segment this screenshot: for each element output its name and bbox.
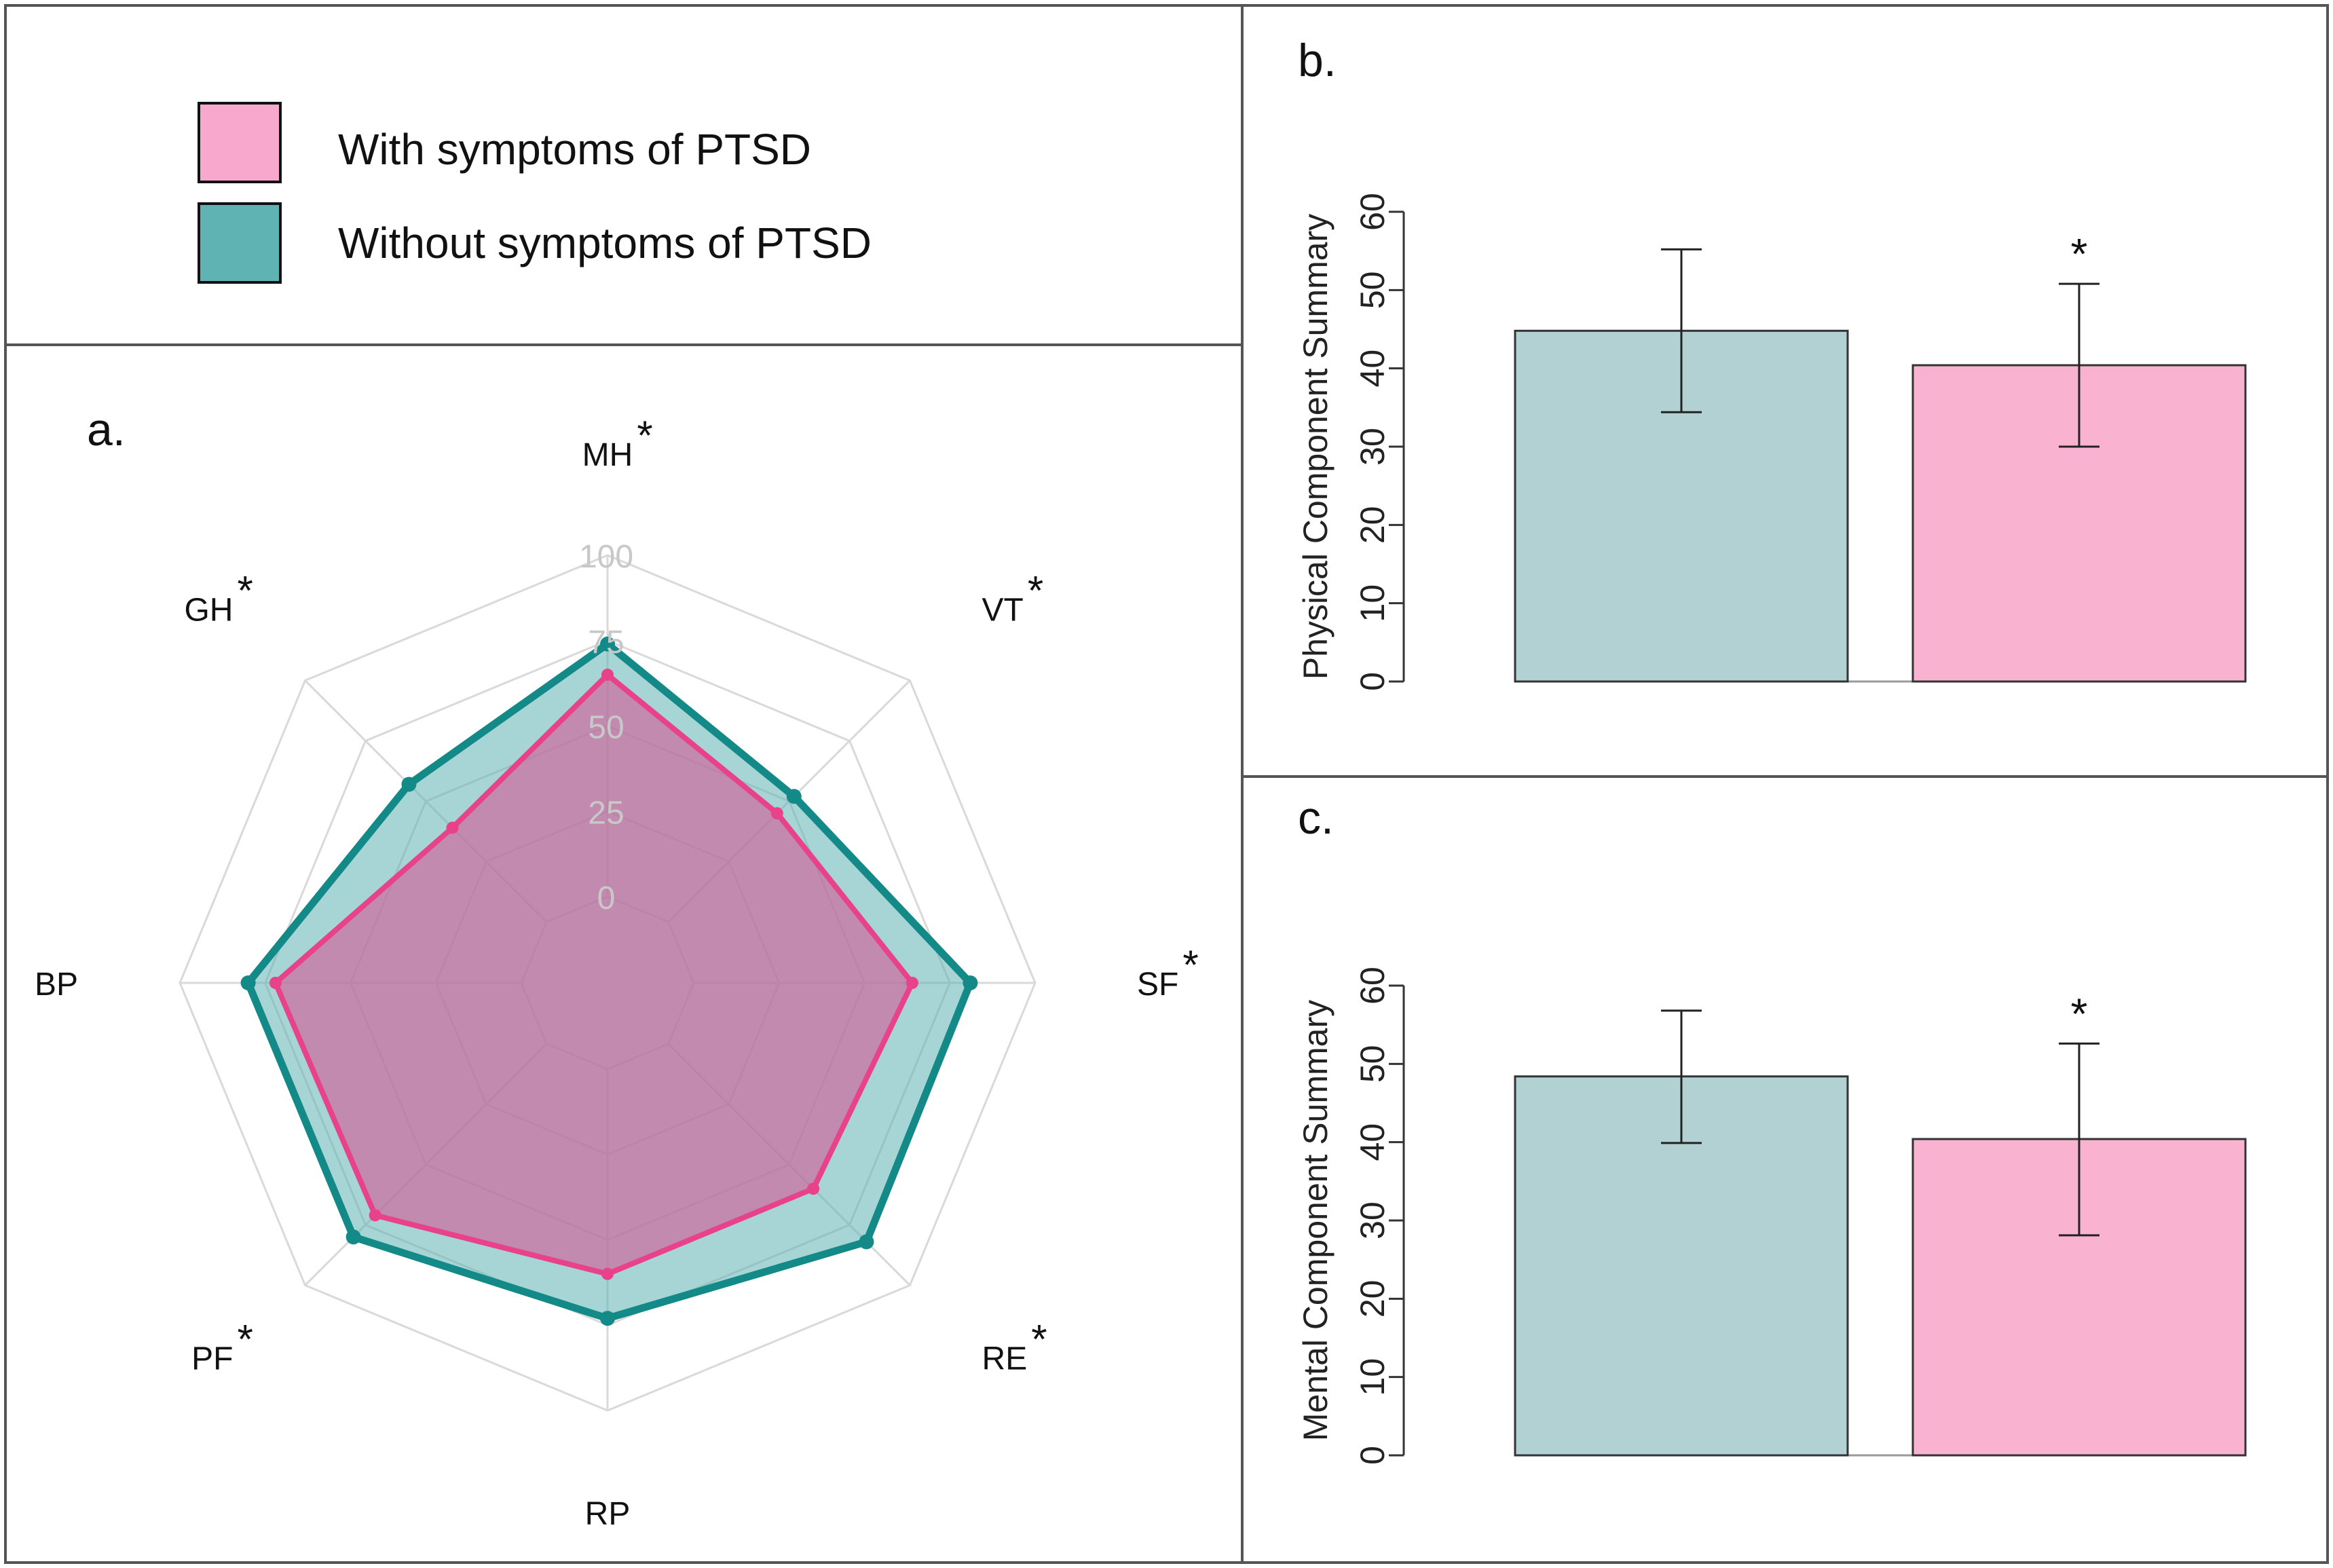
panel-label-a: a. bbox=[87, 404, 126, 455]
y-tick-label: 10 bbox=[1354, 584, 1392, 622]
y-tick-label: 50 bbox=[1354, 272, 1392, 310]
radar-tick-label: 50 bbox=[588, 710, 624, 746]
y-tick-label: 20 bbox=[1354, 1280, 1392, 1318]
radar-point-no-ptsd bbox=[859, 1234, 874, 1250]
radar-axis-label: GH bbox=[184, 592, 233, 628]
y-tick-label: 10 bbox=[1354, 1358, 1392, 1396]
legend-swatch-ptsd bbox=[198, 102, 282, 183]
radar-point-ptsd bbox=[807, 1182, 820, 1195]
radar-tick-label: 0 bbox=[597, 880, 616, 916]
radar-tick-labels: 0 25 50 75 100 bbox=[579, 539, 633, 916]
y-tick-label: 60 bbox=[1354, 193, 1392, 231]
radar-significance-marker: * bbox=[1028, 567, 1043, 613]
radar-point-ptsd bbox=[269, 977, 282, 989]
significance-marker: * bbox=[2071, 229, 2088, 278]
y-tick-label: 30 bbox=[1354, 1201, 1392, 1239]
y-tick-label: 20 bbox=[1354, 506, 1392, 544]
legend-swatch-no-ptsd bbox=[198, 202, 282, 284]
legend-label-ptsd: With symptoms of PTSD bbox=[338, 125, 811, 174]
radar-axis-label: VT bbox=[982, 592, 1024, 628]
radar-series-ptsd bbox=[269, 669, 918, 1280]
outer-frame bbox=[4, 4, 2329, 1564]
radar-point-no-ptsd bbox=[786, 789, 802, 804]
legend-label-no-ptsd: Without symptoms of PTSD bbox=[338, 219, 872, 267]
radar-point-no-ptsd bbox=[240, 975, 256, 990]
radar-significance-marker: * bbox=[637, 413, 652, 458]
radar-tick-label: 100 bbox=[579, 539, 633, 575]
y-tick-label: 40 bbox=[1354, 350, 1392, 388]
panel-label-c: c. bbox=[1298, 792, 1334, 844]
radar-tick-label: 75 bbox=[588, 624, 624, 660]
bar-chart-physical: b. 0 10 20 30 40 50 60 Physical Component Summa… bbox=[1296, 35, 2247, 691]
radar-axis-label: SF bbox=[1137, 967, 1178, 1003]
radar-point-no-ptsd bbox=[401, 777, 417, 792]
radar-point-ptsd bbox=[601, 1267, 614, 1280]
radar-axis-label: MH bbox=[582, 437, 633, 473]
y-tick-label: 60 bbox=[1354, 967, 1392, 1005]
radar-point-no-ptsd bbox=[600, 636, 615, 652]
radar-point-ptsd bbox=[369, 1209, 381, 1222]
bar-chart-mental: c. 0 10 20 30 40 50 60 Mental Component Summary… bbox=[1296, 792, 2247, 1465]
legend: With symptoms of PTSD Without symptoms o… bbox=[198, 102, 872, 284]
panel-frames bbox=[4, 4, 2329, 1564]
radar-significance-marker: * bbox=[237, 1317, 253, 1362]
radar-point-ptsd bbox=[906, 977, 918, 989]
radar-point-ptsd bbox=[446, 821, 459, 834]
radar-point-ptsd bbox=[770, 807, 783, 820]
y-axis-label: Mental Component Summary bbox=[1296, 1000, 1335, 1441]
radar-axis-label: PF bbox=[191, 1341, 233, 1377]
y-tick-label: 0 bbox=[1354, 1446, 1392, 1465]
radar-axis-label: BP bbox=[35, 967, 78, 1003]
radar-tick-label: 25 bbox=[588, 795, 624, 831]
y-tick-label: 40 bbox=[1354, 1123, 1392, 1161]
radar-point-no-ptsd bbox=[346, 1229, 361, 1245]
radar-point-no-ptsd bbox=[600, 1311, 615, 1326]
radar-significance-marker: * bbox=[1031, 1317, 1047, 1362]
y-axis-label: Physical Component Summary bbox=[1296, 214, 1335, 679]
radar-point-no-ptsd bbox=[963, 975, 978, 990]
panel-label-b: b. bbox=[1298, 35, 1337, 86]
radar-axis-label: RE bbox=[982, 1341, 1028, 1377]
significance-marker: * bbox=[2071, 989, 2088, 1038]
radar-significance-marker: * bbox=[237, 567, 253, 613]
y-tick-label: 0 bbox=[1354, 672, 1392, 691]
radar-point-ptsd bbox=[601, 669, 614, 682]
radar-axis-label: RP bbox=[585, 1496, 631, 1532]
radar-significance-marker: * bbox=[1182, 942, 1198, 988]
y-tick-label: 50 bbox=[1354, 1045, 1392, 1083]
y-tick-label: 30 bbox=[1354, 428, 1392, 466]
